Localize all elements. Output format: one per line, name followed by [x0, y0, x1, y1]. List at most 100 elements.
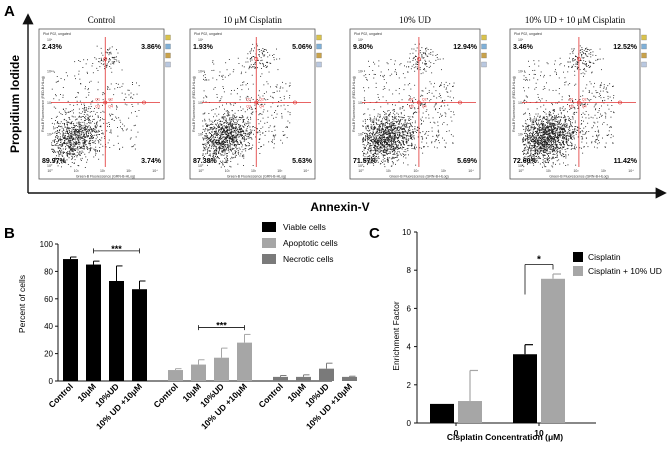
flow-event — [251, 97, 252, 99]
flow-event — [213, 63, 215, 65]
flow-event — [425, 48, 427, 49]
flow-event — [231, 110, 233, 112]
flow-event — [403, 89, 405, 91]
flow-event — [379, 138, 381, 140]
flow-event — [223, 149, 225, 151]
flow-event — [384, 131, 386, 133]
flow-event — [534, 131, 536, 132]
flow-event — [243, 131, 245, 133]
flow-event — [377, 113, 379, 115]
flow-event — [408, 154, 409, 156]
flow-event — [212, 127, 213, 129]
flow-event — [233, 141, 235, 143]
flow-event — [543, 147, 545, 149]
flow-event — [393, 157, 395, 159]
flow-event — [232, 126, 234, 128]
flow-event — [60, 160, 62, 162]
flow-event — [566, 124, 568, 126]
flow-event — [68, 140, 70, 142]
flow-event — [223, 146, 224, 148]
flow-event — [391, 138, 392, 139]
flow-event — [388, 143, 390, 145]
flow-event — [220, 98, 222, 100]
flow-event — [68, 142, 70, 144]
flow-event — [397, 154, 399, 156]
flow-event — [395, 135, 396, 137]
flow-event — [416, 111, 418, 113]
flow-event — [270, 106, 272, 108]
flow-event — [102, 64, 104, 66]
flow-event — [226, 129, 228, 131]
flow-event — [242, 137, 244, 139]
flow-event — [565, 123, 567, 125]
flow-event — [58, 153, 60, 155]
flow-event — [375, 117, 377, 119]
quadrant-ul-value: 2.43% — [42, 44, 63, 51]
flow-event — [558, 138, 560, 140]
flow-event — [370, 140, 372, 142]
flow-event — [542, 145, 544, 147]
flow-event — [372, 70, 374, 71]
flow-event — [232, 140, 234, 142]
flow-event — [382, 129, 384, 130]
flow-event — [239, 134, 241, 136]
flow-event — [58, 147, 60, 149]
flow-event — [91, 135, 93, 137]
flow-event — [282, 134, 284, 136]
flow-event — [378, 142, 380, 143]
flow-event — [234, 144, 236, 146]
flow-event — [113, 94, 115, 96]
flow-event — [384, 116, 386, 118]
flow-event — [250, 116, 251, 118]
flow-event — [115, 59, 117, 60]
flow-event — [261, 113, 263, 115]
flow-event — [255, 136, 257, 138]
flow-event — [363, 160, 365, 162]
flow-event — [240, 134, 242, 136]
flow-event — [600, 90, 602, 92]
flow-event — [250, 64, 252, 66]
flow-event — [68, 153, 69, 155]
flow-event — [377, 161, 379, 163]
flow-event — [114, 61, 116, 63]
flow-event — [387, 116, 389, 118]
flow-event — [248, 67, 250, 68]
flow-event — [439, 116, 440, 118]
flow-event — [388, 139, 390, 141]
flow-event — [224, 132, 226, 134]
flow-event — [238, 153, 239, 155]
flow-event — [222, 162, 223, 164]
flow-event — [89, 150, 91, 152]
flow-event — [235, 145, 237, 147]
flow-event — [217, 120, 219, 121]
flow-event — [558, 122, 560, 124]
flow-event — [69, 154, 71, 156]
flow-event — [219, 148, 221, 150]
flow-event — [367, 136, 369, 138]
flow-event — [236, 130, 237, 132]
flow-event — [275, 110, 277, 112]
flow-event — [245, 145, 247, 147]
flow-event — [230, 93, 232, 95]
flow-event — [536, 108, 538, 110]
flow-event — [381, 123, 383, 125]
flow-event — [229, 136, 230, 138]
flow-event — [85, 156, 87, 158]
flow-event — [374, 147, 375, 148]
flow-event — [103, 119, 105, 120]
flow-event — [223, 134, 224, 135]
flow-event — [556, 150, 558, 151]
flow-event — [100, 60, 102, 61]
flow-event — [404, 84, 406, 86]
flow-event — [230, 158, 232, 160]
flow-event — [394, 71, 396, 73]
flow-event — [421, 141, 423, 143]
flow-event — [412, 100, 413, 101]
flow-event — [525, 129, 526, 131]
flow-event — [390, 129, 392, 131]
flow-event — [399, 134, 401, 136]
flow-event — [93, 130, 94, 132]
flow-event — [388, 139, 390, 140]
flow-event — [218, 142, 220, 144]
flow-event — [116, 117, 118, 119]
